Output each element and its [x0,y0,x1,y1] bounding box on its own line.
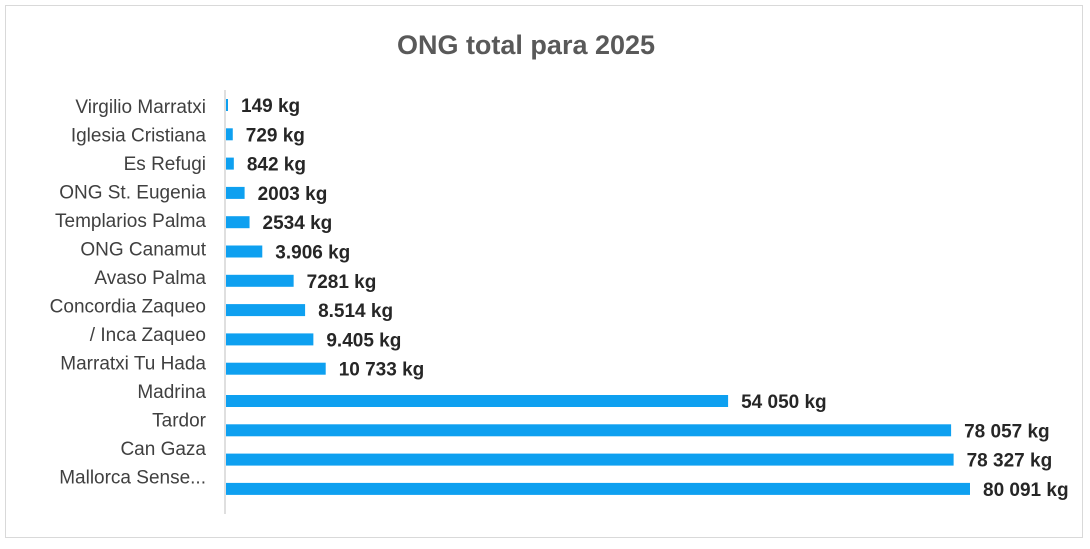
value-label: 9.405 kg [326,330,401,351]
bar [226,424,952,437]
category-label: Tardor [152,411,207,432]
value-label: 10 733 kg [339,360,425,381]
bars [226,99,970,495]
bar [226,274,294,287]
category-label: Avaso Palma [94,268,206,289]
category-label: Mallorca Sense... [59,468,206,489]
bar [226,245,263,258]
category-label: Iglesia Cristiana [71,126,207,147]
value-labels: 149 kg 729 kg 842 kg 2003 kg 2534 kg 3.906 kg… [241,96,1069,501]
value-label: 729 kg [246,125,305,146]
category-label: Can Gaza [120,439,206,460]
value-label: 80 091 kg [983,480,1069,501]
chart-frame: ONG total para 2025 Virgilio Marratxi Igl… [5,5,1083,538]
value-label: 3.906 kg [275,243,350,264]
bar [226,157,234,170]
value-label: 2003 kg [258,184,328,205]
bar [226,482,970,495]
bar-chart: ONG total para 2025 Virgilio Marratxi Igl… [50,30,1069,514]
category-label: Marratxi Tu Hada [60,354,206,375]
chart-title: ONG total para 2025 [397,30,655,60]
category-label: Virgilio Marratxi [75,97,206,118]
bar [226,99,228,111]
bar [226,333,314,346]
bar [226,186,245,199]
category-label: Concordia Zaqueo [50,297,206,318]
category-label: ONG St. Eugenia [59,183,206,204]
value-label: 54 050 kg [741,392,827,413]
value-label: 842 kg [247,155,306,176]
value-label: 149 kg [241,96,300,117]
bar [226,128,233,141]
bar [226,453,954,466]
category-label: Es Refugi [124,154,206,175]
bar [226,216,250,229]
bar [226,395,729,407]
bar [226,304,306,317]
category-label: ONG Canamut [80,240,206,261]
category-labels: Virgilio Marratxi Iglesia Cristiana Es Ref… [50,97,207,489]
category-label: / Inca Zaqueo [90,325,206,346]
category-label: Madrina [137,382,206,403]
bar [226,362,326,375]
value-label: 7281 kg [307,272,377,293]
value-label: 78 327 kg [967,451,1053,472]
value-label: 78 057 kg [964,421,1050,442]
value-label: 2534 kg [263,213,333,234]
value-label: 8.514 kg [318,301,393,322]
category-label: Templarios Palma [55,211,206,232]
